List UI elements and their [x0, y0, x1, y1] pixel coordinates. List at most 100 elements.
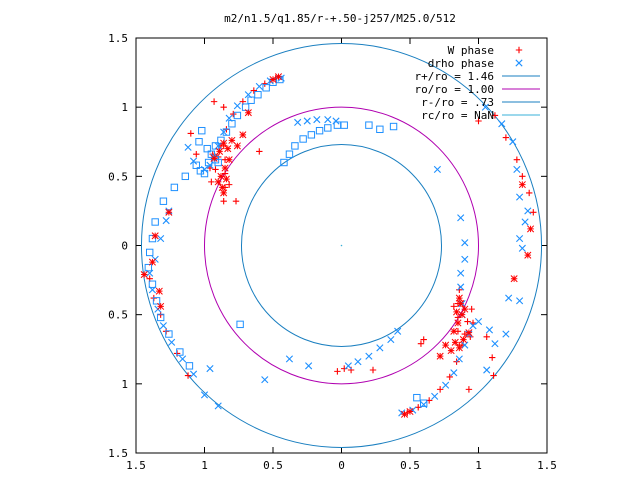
data-point	[365, 352, 373, 360]
data-point	[280, 158, 288, 167]
data-point	[193, 151, 200, 158]
data-point	[389, 122, 398, 131]
data-point	[457, 269, 465, 277]
x-tick-label: 0.5	[400, 459, 420, 472]
data-point	[299, 135, 307, 143]
x-tick-label: 1	[201, 459, 208, 472]
data-point	[236, 320, 244, 329]
center-dot	[340, 244, 343, 247]
x-tick-label: 0	[338, 459, 345, 472]
data-point	[457, 300, 465, 308]
data-point	[502, 330, 510, 338]
legend-swatch	[515, 46, 523, 54]
data-point	[516, 193, 524, 201]
data-point	[228, 136, 236, 144]
data-point	[148, 258, 156, 266]
data-point	[200, 391, 209, 399]
data-point	[305, 362, 313, 370]
data-point	[455, 355, 463, 363]
data-point	[157, 234, 165, 243]
data-point	[442, 341, 450, 349]
data-point	[165, 208, 173, 216]
data-point	[178, 355, 187, 363]
data-point	[505, 294, 513, 302]
data-point	[461, 341, 469, 349]
data-point	[521, 218, 529, 226]
data-point	[303, 117, 311, 125]
data-point	[457, 283, 465, 291]
data-point	[516, 234, 524, 243]
data-point	[468, 305, 475, 313]
data-point	[518, 181, 526, 189]
data-point	[168, 338, 176, 346]
data-point	[459, 336, 467, 344]
data-point	[453, 308, 461, 316]
data-point	[210, 154, 218, 162]
data-point	[524, 207, 532, 215]
data-point	[144, 263, 153, 272]
data-point	[502, 134, 510, 141]
data-point	[156, 313, 165, 322]
data-point	[454, 319, 462, 327]
data-point	[369, 366, 377, 374]
data-point	[220, 103, 227, 111]
data-point	[195, 138, 203, 146]
chart-title: m2/n1.5/q1.85/r-+.50-j257/M25.0/512	[224, 12, 456, 25]
data-point	[485, 326, 494, 334]
data-point	[212, 166, 219, 173]
circle-ro-ro	[204, 106, 479, 385]
data-point	[469, 322, 477, 330]
data-point	[354, 358, 362, 366]
data-point	[262, 84, 270, 92]
data-point	[222, 175, 230, 183]
data-point	[491, 112, 499, 119]
data-point	[233, 102, 241, 110]
data-point	[247, 96, 255, 104]
data-point	[510, 275, 518, 283]
data-point	[454, 314, 462, 321]
data-point	[232, 198, 240, 205]
data-point	[250, 87, 258, 94]
data-point	[313, 116, 321, 124]
y-tick-label: 0.5	[108, 309, 128, 322]
data-point	[224, 145, 232, 153]
data-point	[210, 98, 218, 105]
data-point	[181, 172, 190, 181]
legend-label: rc/ro = NaN	[421, 109, 494, 122]
data-point	[176, 348, 184, 356]
circle-r-ro	[240, 144, 443, 347]
axis-ticks: 1.5 1 0.5 0 0.5 1 1.51.510.500.511.5	[108, 32, 557, 472]
data-point	[483, 333, 490, 340]
data-point	[498, 120, 506, 128]
legend-label: r-/ro = .73	[421, 96, 494, 109]
data-point	[239, 131, 247, 139]
data-point	[442, 381, 450, 389]
data-point	[254, 91, 262, 99]
data-points	[140, 73, 537, 418]
data-point	[481, 103, 489, 111]
data-point	[157, 302, 165, 310]
data-point	[220, 189, 228, 197]
data-point	[524, 251, 532, 259]
data-point	[307, 131, 316, 139]
data-point	[490, 372, 497, 379]
data-point	[334, 368, 341, 375]
circle-r-ro	[140, 43, 543, 448]
data-point	[192, 161, 200, 169]
data-point	[222, 128, 231, 136]
data-point	[465, 386, 473, 393]
y-tick-label: 1.5	[108, 447, 128, 460]
x-tick-label: 1.5	[537, 459, 557, 472]
data-point	[198, 126, 206, 135]
data-point	[217, 172, 225, 180]
data-point	[184, 143, 192, 151]
data-point	[525, 189, 533, 197]
data-point	[420, 336, 427, 343]
data-point	[261, 376, 269, 384]
data-point	[140, 270, 148, 279]
data-point	[206, 365, 214, 373]
data-point	[436, 386, 444, 393]
data-point	[464, 318, 471, 325]
x-tick-label: 1	[475, 459, 482, 472]
data-point	[530, 209, 537, 216]
